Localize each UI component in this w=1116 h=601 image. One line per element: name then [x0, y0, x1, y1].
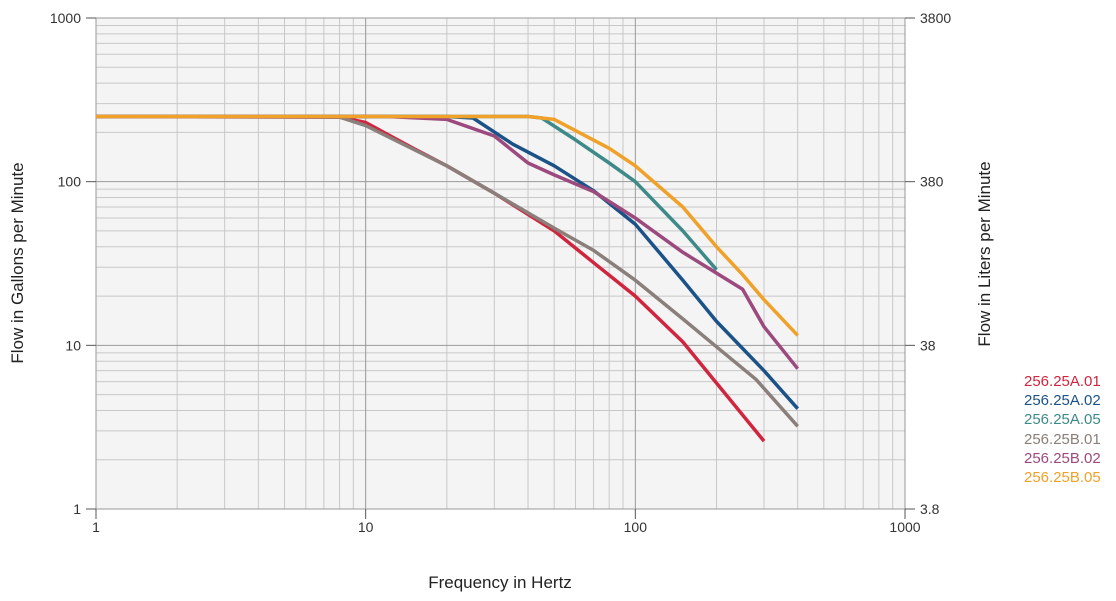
legend-entry: 256.25A.02: [1024, 392, 1101, 410]
plot-frame: [95, 17, 906, 510]
series-layer: [95, 114, 800, 443]
x-tick-label: 1000: [889, 519, 920, 535]
y-tick-label: 100: [58, 174, 82, 190]
legend-entry: 256.25B.01: [1024, 430, 1101, 448]
y2-tick-label: 3800: [920, 10, 951, 26]
x-tick-label: 1: [92, 519, 100, 535]
y2-tick-label: 38: [920, 337, 936, 353]
axis-ticks: [86, 17, 915, 519]
y2-tick-label: 380: [920, 174, 944, 190]
x-tick-label: 10: [358, 519, 374, 535]
series-line-256-25b-05: [96, 114, 799, 337]
plot-area: [96, 18, 905, 509]
y-tick-label: 10: [65, 337, 81, 353]
x-axis-title: Frequency in Hertz: [428, 573, 572, 592]
series-line-256-25b-01: [95, 114, 800, 428]
series-line-256-25b-02: [96, 114, 800, 370]
y-tick-label: 1: [73, 501, 81, 517]
y-tick-label: 1000: [50, 10, 81, 26]
legend: 256.25A.01 256.25A.02 256.25A.05 256.25B.01…: [1024, 372, 1101, 487]
x-tick-label: 100: [624, 519, 648, 535]
legend-entry: 256.25B.05: [1024, 469, 1101, 487]
legend-entry: 256.25A.05: [1024, 411, 1101, 429]
y2-tick-label: 3.8: [920, 501, 940, 517]
minor-grid: [96, 18, 905, 509]
y2-axis-title: Flow in Liters per Minute: [975, 161, 994, 346]
legend-entry: 256.25B.02: [1024, 449, 1101, 467]
legend-entry: 256.25A.01: [1024, 373, 1101, 390]
y-axis-title: Flow in Gallons per Minute: [8, 162, 27, 363]
